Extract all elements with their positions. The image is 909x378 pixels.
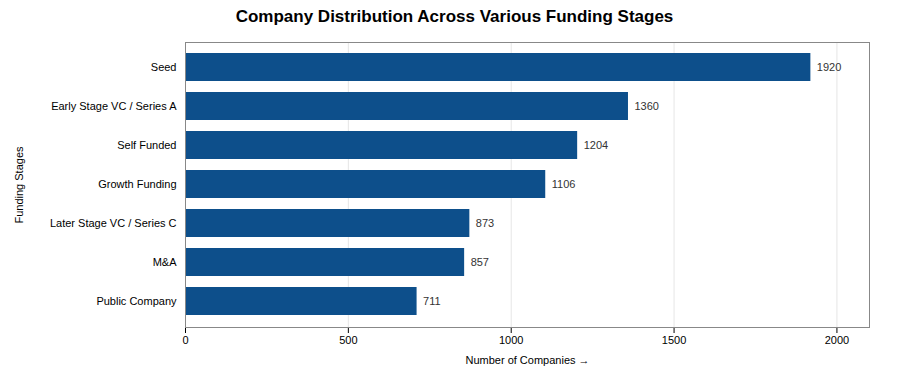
- svg-text:873: 873: [476, 217, 494, 229]
- svg-text:1920: 1920: [817, 61, 841, 73]
- svg-text:1204: 1204: [584, 139, 608, 151]
- svg-text:Later Stage VC / Series C: Later Stage VC / Series C: [50, 217, 177, 229]
- html-text:Company Distribution Across Va: Company Distribution Across Various Fund…: [235, 7, 674, 26]
- svg-text:Public Company: Public Company: [96, 295, 177, 307]
- svg-text:711: 711: [423, 295, 441, 307]
- svg-text:Growth Funding: Growth Funding: [98, 178, 176, 190]
- svg-text:0: 0: [182, 334, 188, 346]
- svg-text:2000: 2000: [825, 334, 849, 346]
- svg-text:M&A: M&A: [153, 256, 178, 268]
- svg-text:1000: 1000: [499, 334, 523, 346]
- svg-text:1106: 1106: [552, 178, 576, 190]
- svg-text:Seed: Seed: [151, 61, 177, 73]
- svg-text:1500: 1500: [662, 334, 686, 346]
- svg-text:Funding Stages: Funding Stages: [13, 146, 25, 224]
- svg-text:857: 857: [471, 256, 489, 268]
- svg-text:Number of Companies →: Number of Companies →: [465, 354, 589, 366]
- svg-text:Early Stage VC / Series A: Early Stage VC / Series A: [51, 100, 177, 112]
- svg-text:500: 500: [339, 334, 357, 346]
- svg-text:1360: 1360: [634, 100, 658, 112]
- svg-text:Self Funded: Self Funded: [117, 139, 176, 151]
